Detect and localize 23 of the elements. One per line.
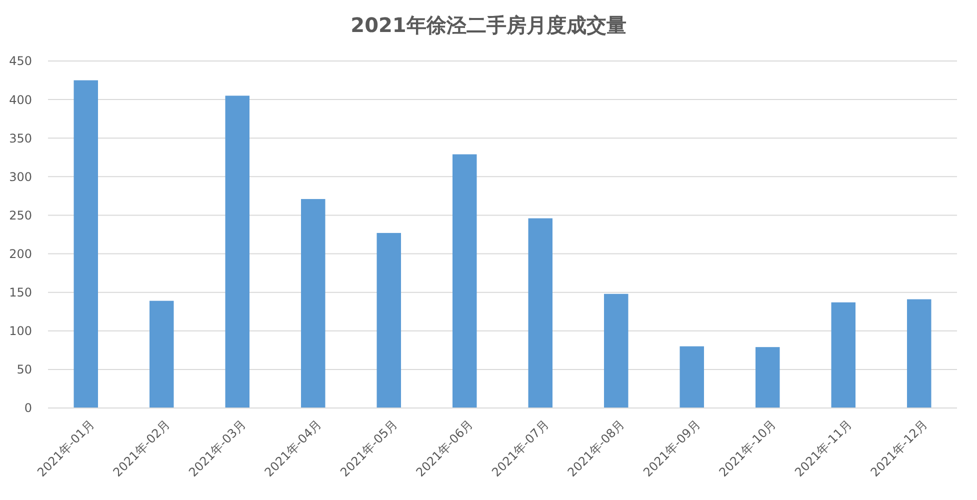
bar xyxy=(150,300,174,408)
bar xyxy=(831,302,856,408)
bar xyxy=(756,347,780,408)
y-tick-label: 50 xyxy=(16,362,32,377)
y-tick-label: 0 xyxy=(24,401,32,416)
y-tick-label: 150 xyxy=(9,286,32,300)
bar xyxy=(74,80,98,408)
bar xyxy=(301,199,326,408)
y-tick-label: 300 xyxy=(9,170,32,184)
bar xyxy=(680,346,704,408)
bar xyxy=(907,299,932,408)
bar xyxy=(528,218,552,408)
y-tick-label: 350 xyxy=(9,131,32,146)
y-tick-label: 450 xyxy=(9,54,32,68)
y-tick-label: 400 xyxy=(9,92,32,107)
bar xyxy=(604,294,628,408)
bar xyxy=(225,96,250,408)
chart-title: 2021年徐泾二手房月度成交量 xyxy=(350,13,626,37)
y-tick-label: 200 xyxy=(9,246,32,261)
bar xyxy=(376,232,401,408)
bar xyxy=(452,154,477,408)
y-tick-label: 100 xyxy=(9,324,32,338)
y-tick-label: 250 xyxy=(9,208,32,222)
